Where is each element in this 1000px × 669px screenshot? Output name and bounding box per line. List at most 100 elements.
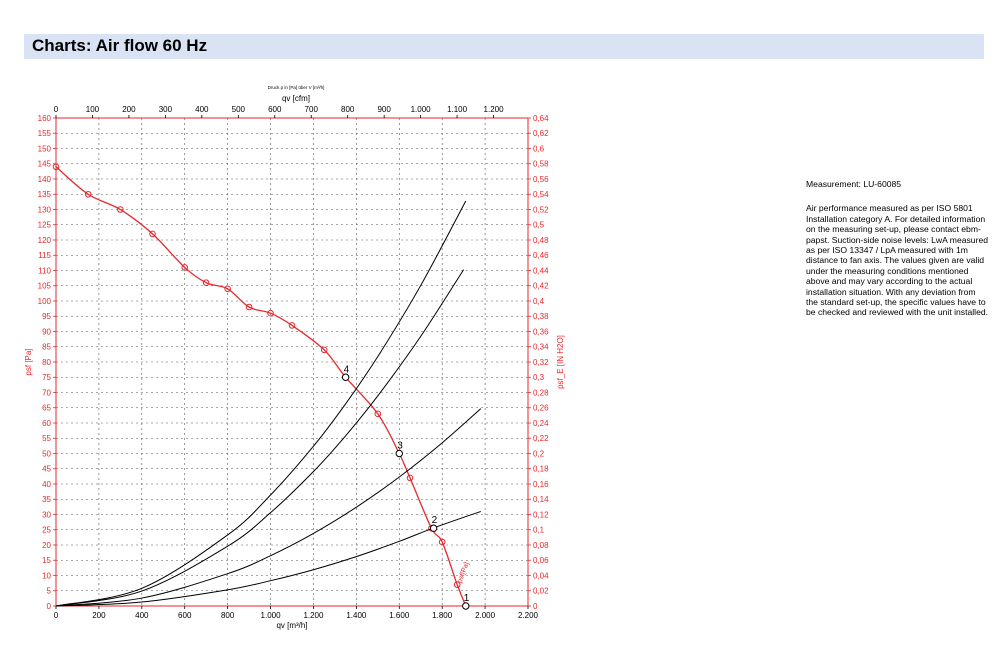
x2-tick-label: 900 — [377, 105, 391, 114]
x2-tick-label: 1.000 — [411, 105, 432, 114]
y2-tick-label: 0,1 — [533, 526, 545, 535]
y2-tick-label: 0,64 — [533, 114, 549, 123]
pressure-curve-point — [406, 474, 414, 482]
y-tick-label: 150 — [38, 144, 52, 153]
grid-layer — [56, 118, 528, 606]
x-tick-label: 600 — [178, 611, 192, 620]
x2-tick-label: 1.100 — [447, 105, 468, 114]
y-tick-label: 85 — [42, 343, 51, 352]
x-tick-label: 1.600 — [389, 611, 410, 620]
operating-points-layer: 1 2 3 4 — [341, 364, 470, 610]
y-tick-label: 10 — [42, 571, 51, 580]
pressure-curve-point — [288, 322, 296, 329]
y2-tick-label: 0,14 — [533, 495, 549, 504]
measurement-id: Measurement: LU-60085 — [806, 179, 902, 189]
y2-tick-label: 0,6 — [533, 144, 545, 153]
y2-tick-label: 0,34 — [533, 343, 549, 352]
y2-tick-label: 0,2 — [533, 449, 545, 458]
y2-tick-label: 0,24 — [533, 419, 549, 428]
y2-tick-label: 0,02 — [533, 587, 549, 596]
chart-title: Druck p in [Pa] über V [m³/h] — [268, 85, 325, 90]
pressure-curve-point — [224, 285, 231, 293]
pressure-curve-point — [202, 279, 210, 287]
x2-tick-label: 400 — [195, 105, 209, 114]
y-tick-label: 90 — [42, 327, 51, 336]
y-tick-label: 95 — [42, 312, 51, 321]
x-axis-label: qv [m³/h] — [276, 621, 307, 630]
x2-tick-label: 800 — [341, 105, 355, 114]
y2-tick-label: 0,08 — [533, 541, 549, 550]
y-axis-label: psf [Pa] — [24, 348, 33, 375]
x-tick-label: 2.000 — [475, 611, 496, 620]
y2-tick-label: 0,54 — [533, 190, 549, 199]
y2-tick-label: 0,52 — [533, 205, 549, 214]
operating-point-label-2: 2 — [432, 515, 438, 526]
y-tick-label: 15 — [42, 556, 51, 565]
x-tick-label: 1.800 — [432, 611, 453, 620]
pressure-curve-point — [52, 163, 60, 171]
y2-tick-label: 0,4 — [533, 297, 545, 306]
y2-tick-label: 0,46 — [533, 251, 549, 260]
y-tick-label: 80 — [42, 358, 51, 367]
y-tick-label: 120 — [38, 236, 52, 245]
y2-tick-label: 0,48 — [533, 236, 549, 245]
x-tick-label: 1.400 — [346, 611, 367, 620]
y2-tick-label: 0,32 — [533, 358, 549, 367]
operating-point-label-3: 3 — [397, 441, 403, 452]
operating-point-4 — [341, 373, 350, 381]
pressure-curve — [55, 166, 467, 607]
y2-tick-label: 0,12 — [533, 510, 549, 519]
pressure-curve-label: psf[Pa] — [457, 561, 471, 584]
y-tick-label: 110 — [38, 266, 51, 275]
pressure-curve-point — [453, 581, 461, 588]
y2-tick-label: 0 — [533, 602, 538, 611]
y-tick-label: 45 — [42, 465, 51, 474]
x-tick-label: 0 — [54, 611, 59, 620]
section-title: Charts: Air flow 60 Hz — [32, 36, 208, 55]
y2-tick-label: 0,42 — [533, 282, 549, 291]
y-tick-label: 60 — [42, 419, 51, 428]
y-tick-label: 125 — [38, 221, 52, 230]
y-tick-label: 140 — [38, 175, 52, 184]
system-curve-4 — [55, 200, 467, 607]
y2-tick-label: 0,26 — [533, 404, 549, 413]
y2-axis-label: psf_E [IN H2O] — [556, 335, 565, 389]
pressure-curve-point — [374, 410, 382, 418]
y-tick-label: 145 — [38, 160, 52, 169]
operating-point-1 — [462, 602, 470, 610]
y2-tick-label: 0,28 — [533, 388, 549, 397]
y-tick-label: 135 — [38, 190, 52, 199]
y-tick-label: 70 — [42, 388, 51, 397]
section-header: Charts: Air flow 60 Hz — [24, 34, 984, 59]
x2-tick-label: 500 — [232, 105, 246, 114]
y-tick-label: 65 — [42, 404, 51, 413]
system-curve-2 — [55, 408, 482, 607]
pressure-curve-point — [181, 264, 189, 271]
x2-tick-label: 0 — [54, 105, 59, 114]
y-tick-label: 100 — [38, 297, 52, 306]
y2-tick-label: 0,5 — [533, 221, 545, 230]
y2-tick-label: 0,18 — [533, 465, 549, 474]
series-layer: psf[Pa] — [52, 163, 482, 610]
y2-tick-label: 0,06 — [533, 556, 549, 565]
y-tick-label: 30 — [42, 510, 51, 519]
y-tick-label: 0 — [47, 602, 52, 611]
x-tick-label: 200 — [92, 611, 106, 620]
measurement-description: Air performance measured as per ISO 5801… — [806, 203, 989, 318]
x-tick-label: 2.200 — [518, 611, 539, 620]
measurement-info: Measurement: LU-60085 Air performance me… — [806, 179, 988, 318]
x-tick-label: 800 — [221, 611, 235, 620]
pressure-curve-point — [117, 206, 124, 213]
y2-tick-label: 0,58 — [533, 160, 549, 169]
y-tick-label: 40 — [42, 480, 51, 489]
x2-tick-label: 300 — [159, 105, 173, 114]
y2-tick-label: 0,38 — [533, 312, 549, 321]
y-tick-label: 75 — [42, 373, 51, 382]
y-tick-label: 20 — [42, 541, 51, 550]
x2-tick-label: 100 — [86, 105, 100, 114]
x2-tick-label: 1.200 — [484, 105, 505, 114]
y-tick-label: 115 — [38, 251, 51, 260]
operating-point-label-1: 1 — [464, 593, 470, 604]
